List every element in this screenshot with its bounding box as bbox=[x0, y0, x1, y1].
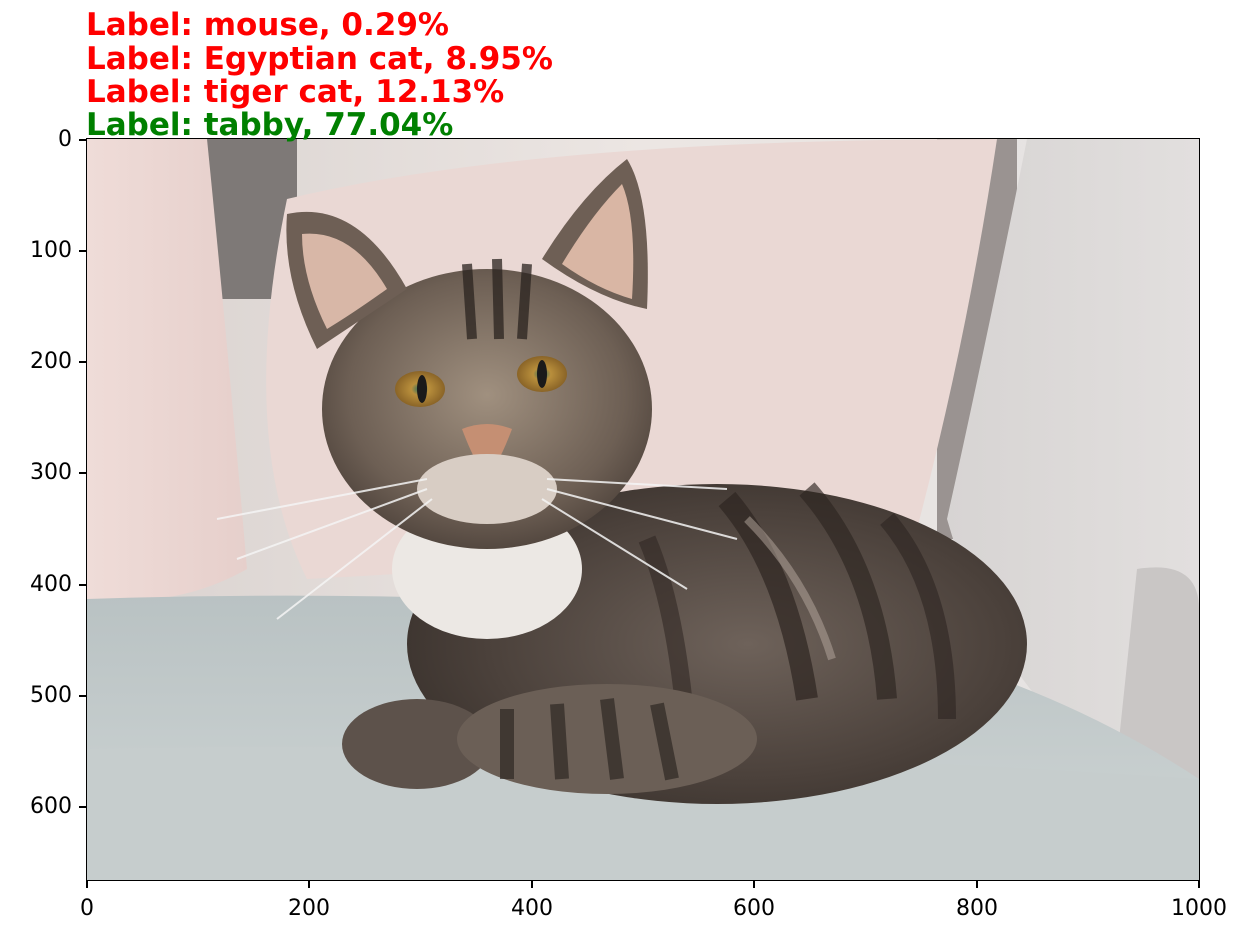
cat-photo bbox=[87, 139, 1199, 880]
y-tick-label: 100 bbox=[30, 238, 72, 263]
y-tick-mark bbox=[79, 139, 87, 141]
y-tick-label: 200 bbox=[30, 349, 72, 374]
y-tick-mark bbox=[79, 250, 87, 252]
y-tick-mark bbox=[79, 361, 87, 363]
x-tick-mark bbox=[308, 880, 310, 888]
x-tick-label: 0 bbox=[80, 896, 94, 921]
prediction-label-mouse: Label: mouse, 0.29% bbox=[86, 7, 449, 43]
prediction-label-tiger-cat: Label: tiger cat, 12.13% bbox=[86, 74, 505, 110]
y-tick-label: 0 bbox=[58, 127, 72, 152]
x-tick-label: 1000 bbox=[1171, 896, 1227, 921]
y-tick-label: 300 bbox=[30, 460, 72, 485]
x-tick-label: 200 bbox=[288, 896, 330, 921]
image-plot-area bbox=[87, 139, 1199, 880]
x-tick-mark bbox=[753, 880, 755, 888]
y-tick-label: 600 bbox=[30, 794, 72, 819]
x-tick-label: 800 bbox=[956, 896, 998, 921]
x-tick-mark bbox=[1198, 880, 1200, 888]
x-tick-label: 400 bbox=[511, 896, 553, 921]
prediction-label-tabby: Label: tabby, 77.04% bbox=[86, 107, 454, 143]
y-tick-mark bbox=[79, 584, 87, 586]
x-tick-mark bbox=[531, 880, 533, 888]
x-tick-label: 600 bbox=[733, 896, 775, 921]
y-tick-label: 400 bbox=[30, 572, 72, 597]
prediction-label-egyptian-cat: Label: Egyptian cat, 8.95% bbox=[86, 41, 553, 77]
x-tick-mark bbox=[976, 880, 978, 888]
y-tick-mark bbox=[79, 472, 87, 474]
y-tick-mark bbox=[79, 806, 87, 808]
y-tick-label: 500 bbox=[30, 683, 72, 708]
y-tick-mark bbox=[79, 695, 87, 697]
x-tick-mark bbox=[86, 880, 88, 888]
